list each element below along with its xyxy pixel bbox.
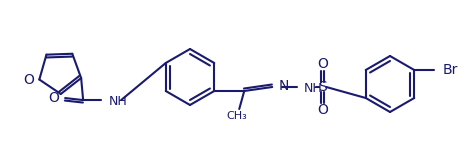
Text: NH: NH: [304, 81, 323, 95]
Text: NH: NH: [109, 95, 128, 108]
Text: O: O: [24, 72, 34, 87]
Text: S: S: [318, 80, 327, 94]
Text: Br: Br: [442, 63, 458, 77]
Text: CH₃: CH₃: [227, 111, 248, 121]
Text: O: O: [317, 57, 328, 71]
Text: O: O: [48, 91, 59, 105]
Text: O: O: [317, 103, 328, 117]
Text: N: N: [278, 79, 289, 93]
